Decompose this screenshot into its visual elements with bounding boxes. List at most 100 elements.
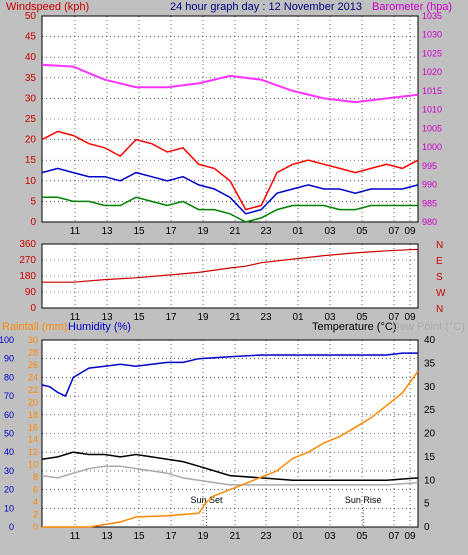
barometer-tick-label: 1000	[422, 142, 442, 152]
windspeed-tick-label: 40	[25, 52, 37, 63]
temperature-tick-label: 30	[424, 382, 436, 393]
rainfall-tick-label: 28	[28, 347, 38, 357]
x-tick-label: 01	[292, 531, 304, 542]
barometer-tick-label: 1025	[422, 48, 442, 58]
rainfall-tick-label: 16	[28, 422, 38, 432]
x-tick-label: 05	[356, 531, 368, 542]
series-line	[41, 352, 418, 398]
windspeed-axis-title: Windspeed (kph)	[6, 1, 89, 13]
rainfall-tick-label: 14	[28, 435, 38, 445]
x-tick-label: 21	[229, 226, 241, 237]
series-line	[42, 248, 419, 283]
barometer-tick-label: 990	[422, 180, 437, 190]
temperature-tick-label: 20	[424, 429, 436, 440]
windspeed-tick-label: 20	[25, 135, 37, 146]
humidity-tick-label: 80	[4, 372, 14, 382]
x-tick-label: 21	[229, 312, 241, 323]
series-line	[42, 196, 418, 223]
x-tick-label: 09	[404, 226, 416, 237]
graph-title: 24 hour graph day : 12 November 2013	[170, 1, 362, 13]
x-tick-label: 19	[197, 226, 209, 237]
x-tick-label: 09	[404, 312, 416, 323]
x-tick-label: 17	[165, 226, 177, 237]
humidity-tick-label: 90	[4, 354, 14, 364]
series-line	[41, 451, 419, 482]
x-tick-label: 13	[101, 531, 113, 542]
barometer-tick-label: 1030	[422, 30, 442, 40]
x-tick-label: 15	[133, 312, 145, 323]
rainfall-tick-label: 2	[33, 510, 38, 520]
barometer-tick-label: 1015	[422, 86, 442, 96]
rainfall-tick-label: 30	[28, 335, 38, 345]
x-tick-label: 05	[356, 312, 368, 323]
x-tick-label: 23	[260, 531, 272, 542]
windspeed-tick-label: 50	[25, 11, 37, 22]
humidity-tick-label: 100	[0, 335, 14, 345]
compass-label: W	[436, 288, 446, 299]
rainfall-tick-label: 0	[33, 522, 38, 532]
x-tick-label: 11	[70, 226, 81, 237]
humidity-axis-title: Humidity (%)	[68, 321, 131, 333]
rainfall-tick-label: 18	[28, 410, 38, 420]
windspeed-tick-label: 0	[30, 217, 36, 228]
x-tick-label: 15	[133, 226, 145, 237]
x-tick-label: 03	[324, 531, 336, 542]
compass-label: E	[436, 256, 443, 267]
windspeed-tick-label: 35	[25, 73, 37, 84]
rainfall-tick-label: 26	[28, 360, 38, 370]
temperature-tick-label: 35	[424, 358, 436, 369]
direction-tick-label: 360	[19, 239, 36, 250]
x-tick-label: 09	[404, 531, 416, 542]
temperature-tick-label: 5	[424, 499, 430, 510]
windspeed-tick-label: 45	[25, 32, 37, 43]
windspeed-tick-label: 10	[25, 176, 37, 187]
barometer-tick-label: 995	[422, 161, 437, 171]
compass-label: N	[436, 304, 443, 315]
barometer-tick-label: 1005	[422, 123, 442, 133]
x-tick-label: 13	[101, 226, 113, 237]
barometer-axis-title: Barometer (hpa)	[372, 1, 452, 13]
x-tick-label: 19	[197, 312, 209, 323]
x-tick-label: 17	[165, 531, 177, 542]
rainfall-tick-label: 4	[33, 497, 38, 507]
rainfall-tick-label: 24	[28, 372, 38, 382]
barometer-tick-label: 1020	[422, 67, 442, 77]
temperature-tick-label: 0	[424, 522, 430, 533]
x-tick-label: 23	[260, 312, 272, 323]
x-tick-label: 07	[388, 312, 400, 323]
wind-direction-panel: 11 13 15 17 19 21 23 01 03 05 07 09090180270360NWSE…	[19, 239, 446, 323]
humidity-tick-label: 70	[4, 391, 14, 401]
rainfall-tick-label: 10	[28, 460, 38, 470]
series-line	[42, 370, 419, 528]
windspeed-tick-label: 30	[25, 93, 37, 104]
series-line	[41, 63, 419, 104]
x-tick-label: 01	[292, 312, 304, 323]
compass-label: N	[436, 240, 443, 251]
temperature-tick-label: 40	[424, 335, 436, 346]
direction-tick-label: 0	[30, 303, 36, 314]
barometer-tick-label: 985	[422, 198, 437, 208]
x-tick-label: 07	[388, 226, 400, 237]
humidity-tick-label: 40	[4, 447, 14, 457]
temperature-axis-title: Temperature (°C)	[312, 321, 396, 333]
rainfall-tick-label: 6	[33, 485, 38, 495]
rainfall-axis-title: Rainfall (mm)	[2, 321, 67, 333]
x-tick-label: 17	[165, 312, 177, 323]
x-tick-label: 03	[324, 226, 336, 237]
compass-label: S	[436, 272, 443, 283]
rain-humidity-temperature-panel: 11 13 15 17 19 21 23 01 03 05 07 090102030405060708…	[0, 335, 436, 542]
x-tick-label: 15	[133, 531, 145, 542]
x-tick-label: 05	[356, 226, 368, 237]
x-tick-label: 03	[324, 312, 336, 323]
rainfall-tick-label: 20	[28, 397, 38, 407]
x-tick-label: 01	[292, 226, 304, 237]
temperature-tick-label: 15	[424, 452, 436, 463]
windspeed-tick-label: 5	[30, 196, 36, 207]
annotation-label: Sun Set	[190, 495, 223, 505]
rainfall-tick-label: 8	[33, 472, 38, 482]
humidity-tick-label: 30	[4, 466, 14, 476]
x-tick-label: 11	[70, 312, 81, 323]
annotation-label: Sun Rise	[345, 495, 382, 505]
rainfall-tick-label: 12	[28, 447, 38, 457]
